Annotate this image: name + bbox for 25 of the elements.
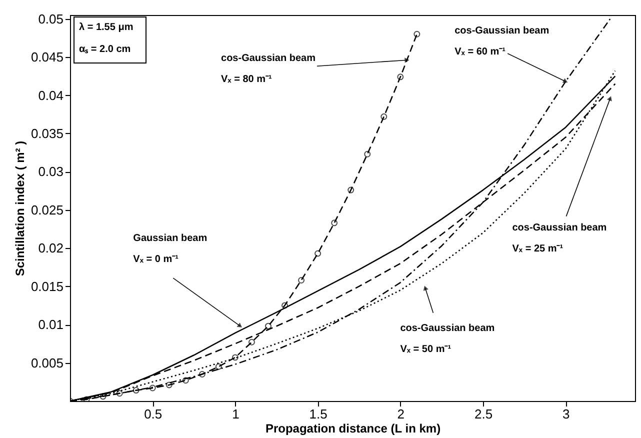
annotation: cos-Gaussian beam Vₓ = 50 m⁻¹ <box>400 322 495 355</box>
annotation: cos-Gaussian beam Vₓ = 80 m⁻¹ <box>221 53 316 86</box>
x-tick-label: 3 <box>562 406 570 422</box>
y-tick-label: 0.035 <box>30 126 64 141</box>
y-tick-label: 0.005 <box>30 355 64 370</box>
y-tick-label: 0.015 <box>30 278 64 294</box>
y-tick-label: 0.03 <box>38 164 64 180</box>
x-tick-label: 1 <box>232 406 240 422</box>
x-tick-label: 2 <box>397 406 405 422</box>
y-tick-label: 0.01 <box>38 317 64 332</box>
x-tick-label: 0.5 <box>144 406 162 422</box>
x-tick-label: 2.5 <box>474 406 493 422</box>
annotation: Gaussian beam Vₓ = 0 m⁻¹ <box>133 233 208 266</box>
y-tick-label: 0.025 <box>30 202 64 218</box>
annotation: cos-Gaussian beam Vₓ = 60 m⁻¹ <box>454 26 550 58</box>
annotation: cos-Gaussian beam Vₓ = 25 m⁻¹ <box>512 222 607 254</box>
y-tick-label: 0.02 <box>38 240 64 256</box>
y-tick-label: 0.05 <box>38 11 64 26</box>
x-axis-title: Propagation distance (L in km) <box>265 422 441 436</box>
y-axis-title: Scintillation index ( m² ) <box>12 140 27 276</box>
y-tick-label: 0.045 <box>30 50 64 65</box>
y-tick-label: 0.04 <box>38 88 64 103</box>
annotation: λ = 1.55 μm <box>79 22 134 33</box>
annotation: αₛ = 2.0 cm <box>79 44 131 55</box>
x-tick-label: 1.5 <box>309 406 328 422</box>
